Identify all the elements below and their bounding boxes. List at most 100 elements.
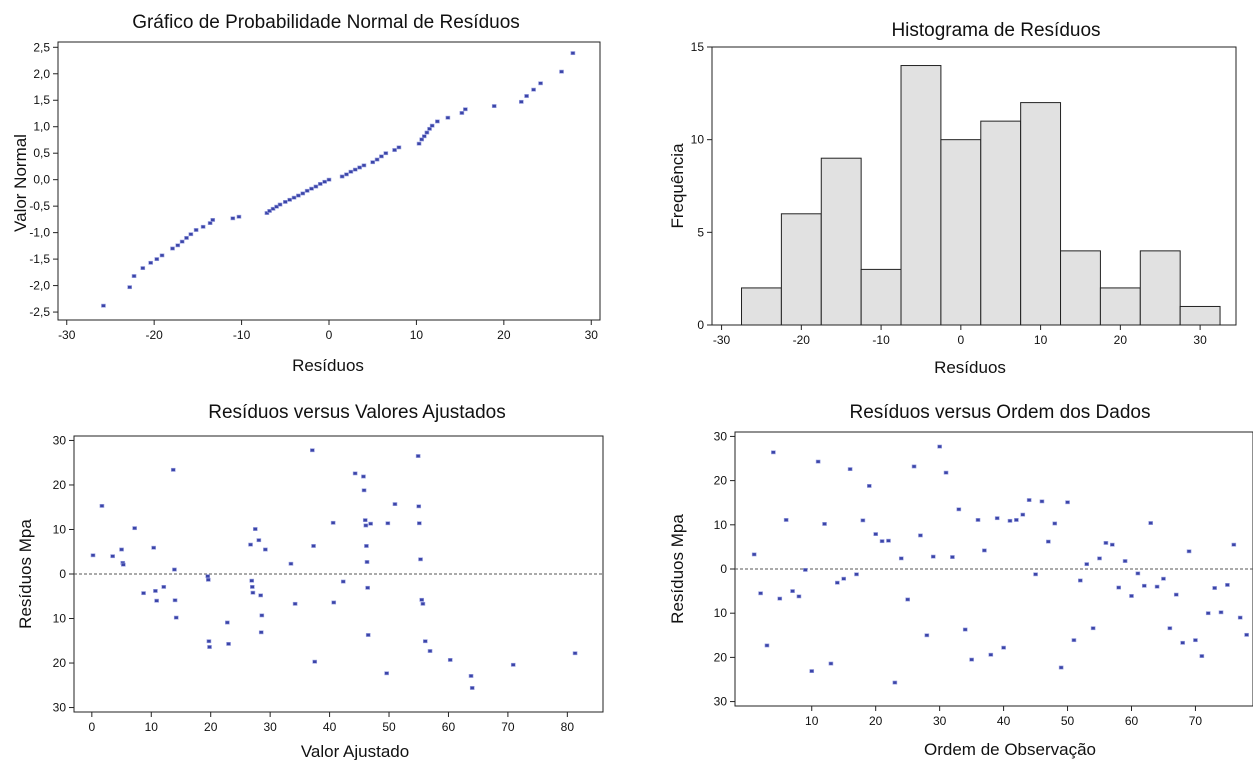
plot-panel: 0 10 20 30 40 50 60 70 80 30 20 10 0 10 20 30 xyxy=(53,433,604,734)
data-point xyxy=(119,547,124,552)
data-point xyxy=(291,195,297,200)
data-point xyxy=(206,577,211,582)
data-point xyxy=(962,627,968,632)
data-point xyxy=(374,157,380,162)
y-tick-label: 0 xyxy=(59,567,66,581)
data-point xyxy=(790,589,795,593)
data-point xyxy=(170,467,176,472)
data-point xyxy=(1090,626,1096,631)
y-tick-label: 20 xyxy=(53,478,67,492)
data-point xyxy=(445,115,451,120)
data-point xyxy=(415,454,421,458)
data-point xyxy=(956,507,962,512)
data-point xyxy=(361,163,367,168)
x-tick-label: -30 xyxy=(713,333,731,347)
y-tick-label: 10 xyxy=(53,612,67,626)
data-point xyxy=(1071,638,1077,643)
data-point xyxy=(365,633,371,637)
data-point xyxy=(1135,571,1141,576)
data-point xyxy=(879,539,885,544)
data-point xyxy=(418,557,423,562)
data-point xyxy=(1020,512,1026,517)
data-point xyxy=(886,538,891,543)
data-point xyxy=(469,686,475,690)
data-point xyxy=(385,521,391,526)
data-point xyxy=(1007,518,1013,523)
x-tick-label: 60 xyxy=(1125,714,1139,728)
data-point xyxy=(184,236,189,240)
x-tick-label: 10 xyxy=(1034,333,1048,347)
y-tick-label: 2,0 xyxy=(33,67,50,81)
y-tick-label: 0 xyxy=(697,318,704,332)
data-point xyxy=(783,518,789,522)
data-point xyxy=(326,177,332,182)
data-point xyxy=(300,191,306,196)
data-point xyxy=(975,518,981,522)
histogram-bar xyxy=(980,120,1022,326)
data-point xyxy=(340,579,346,584)
data-point xyxy=(1065,500,1070,505)
x-tick-label: 10 xyxy=(805,714,819,728)
x-tick-label: 30 xyxy=(585,328,599,342)
plot-panel: -30 -20 -10 0 10 20 30 -2,5 -2,0 -1,5 -1,0 -0,5 0,0 0… xyxy=(29,40,601,342)
data-point xyxy=(252,527,258,531)
histogram-bar xyxy=(900,65,942,326)
data-point xyxy=(950,555,955,559)
y-tick-label: 10 xyxy=(691,133,705,147)
data-point xyxy=(422,639,428,644)
data-point xyxy=(1148,521,1153,525)
x-tick-label: 10 xyxy=(145,720,159,734)
data-point xyxy=(296,193,301,198)
plot-panel: -30 -20 -10 0 10 20 30 0 5 10 15 xyxy=(691,40,1237,347)
data-point xyxy=(570,51,576,56)
data-point xyxy=(206,639,212,644)
y-tick-label: 0,5 xyxy=(33,146,50,160)
data-point xyxy=(310,448,315,453)
data-point xyxy=(188,232,194,237)
data-point xyxy=(288,561,294,566)
data-point xyxy=(1231,542,1237,547)
data-point xyxy=(771,450,776,455)
x-tick-label: 20 xyxy=(869,714,883,728)
data-point xyxy=(943,470,949,475)
data-point xyxy=(841,576,847,581)
data-point xyxy=(175,243,181,248)
data-point xyxy=(140,266,146,271)
data-point xyxy=(396,145,402,150)
data-point xyxy=(421,134,427,139)
data-point xyxy=(264,211,270,215)
y-tick-label: 30 xyxy=(714,695,728,709)
x-axis-label: Valor Ajustado xyxy=(301,742,409,760)
x-tick-label: 20 xyxy=(1114,333,1128,347)
data-point xyxy=(1110,542,1115,547)
data-point xyxy=(352,167,358,172)
y-tick-label: -1,5 xyxy=(29,252,50,266)
x-tick-label: -10 xyxy=(233,328,251,342)
y-axis-label: Resíduos Mpa xyxy=(668,514,687,624)
data-point xyxy=(419,137,424,142)
x-tick-label: 30 xyxy=(263,720,277,734)
histogram-bar xyxy=(741,287,782,326)
data-point xyxy=(207,221,213,225)
data-point xyxy=(151,545,156,550)
data-point xyxy=(363,523,369,528)
data-point xyxy=(154,598,159,603)
data-point xyxy=(1161,576,1166,581)
x-tick-label: 30 xyxy=(1193,333,1207,347)
y-tick-label: 1,0 xyxy=(33,120,50,134)
x-axis-label: Ordem de Observação xyxy=(924,740,1096,759)
data-point xyxy=(828,661,834,666)
x-tick-label: -20 xyxy=(145,328,163,342)
data-point xyxy=(416,504,422,509)
data-point xyxy=(287,197,292,202)
data-point xyxy=(898,556,904,561)
data-point xyxy=(764,643,770,648)
chart-title: Histograma de Resíduos xyxy=(891,20,1100,41)
data-point xyxy=(1033,572,1038,577)
data-point xyxy=(1078,578,1083,583)
histogram-bar xyxy=(1020,102,1062,326)
data-point xyxy=(250,590,256,595)
data-point xyxy=(267,209,272,213)
y-tick-label: 20 xyxy=(714,650,728,664)
data-point xyxy=(866,484,872,488)
